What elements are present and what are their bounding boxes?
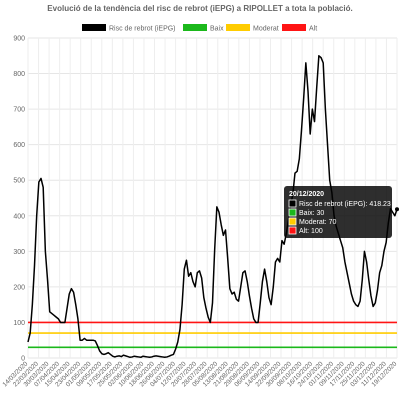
legend-swatch (183, 24, 207, 31)
legend: Risc de rebrot (iEPG) Baix Moderat Alt (82, 24, 317, 33)
tooltip-row: Risc de rebrot (iEPG): 418.23 (299, 201, 391, 208)
legend-swatch (282, 24, 306, 31)
legend-label: Risc de rebrot (iEPG) (109, 26, 176, 33)
y-tick-label: 0 (21, 356, 25, 363)
legend-item[interactable]: Baix (183, 24, 224, 33)
chart-title: Evolució de la tendència del risc de reb… (47, 4, 352, 13)
legend-swatch (82, 24, 106, 31)
legend-item[interactable]: Alt (282, 24, 317, 33)
hover-point (395, 207, 399, 212)
tooltip: 20/12/2020 Risc de rebrot (iEPG): 418.23 B… (284, 186, 392, 238)
y-tick-label: 600 (13, 142, 25, 149)
grid (27, 37, 398, 359)
y-tick-label: 400 (13, 213, 25, 220)
y-tick-label: 700 (13, 107, 25, 114)
y-tick-label: 300 (13, 249, 25, 256)
legend-label: Alt (309, 26, 317, 33)
legend-label: Baix (210, 26, 224, 33)
y-tick-label: 900 (13, 36, 25, 43)
tooltip-swatch (288, 208, 297, 217)
tooltip-swatch (288, 217, 297, 226)
legend-label: Moderat (253, 26, 279, 33)
legend-item[interactable]: Risc de rebrot (iEPG) (82, 24, 176, 33)
tooltip-box (284, 186, 392, 238)
y-tick-label: 200 (13, 284, 25, 291)
legend-item[interactable]: Moderat (226, 24, 279, 33)
y-tick-label: 500 (13, 178, 25, 185)
y-tick-label: 800 (13, 71, 25, 78)
tooltip-swatch (288, 226, 297, 235)
tooltip-row: Alt: 100 (299, 228, 323, 235)
legend-swatch (226, 24, 250, 31)
tooltip-title: 20/12/2020 (289, 191, 324, 198)
tooltip-swatch (288, 199, 297, 208)
tooltip-row: Baix: 30 (299, 210, 324, 217)
tooltip-row: Moderat: 70 (299, 219, 336, 226)
y-tick-label: 100 (13, 320, 25, 327)
axes: 010020030040050060070080090014/03/202022… (1, 36, 398, 389)
